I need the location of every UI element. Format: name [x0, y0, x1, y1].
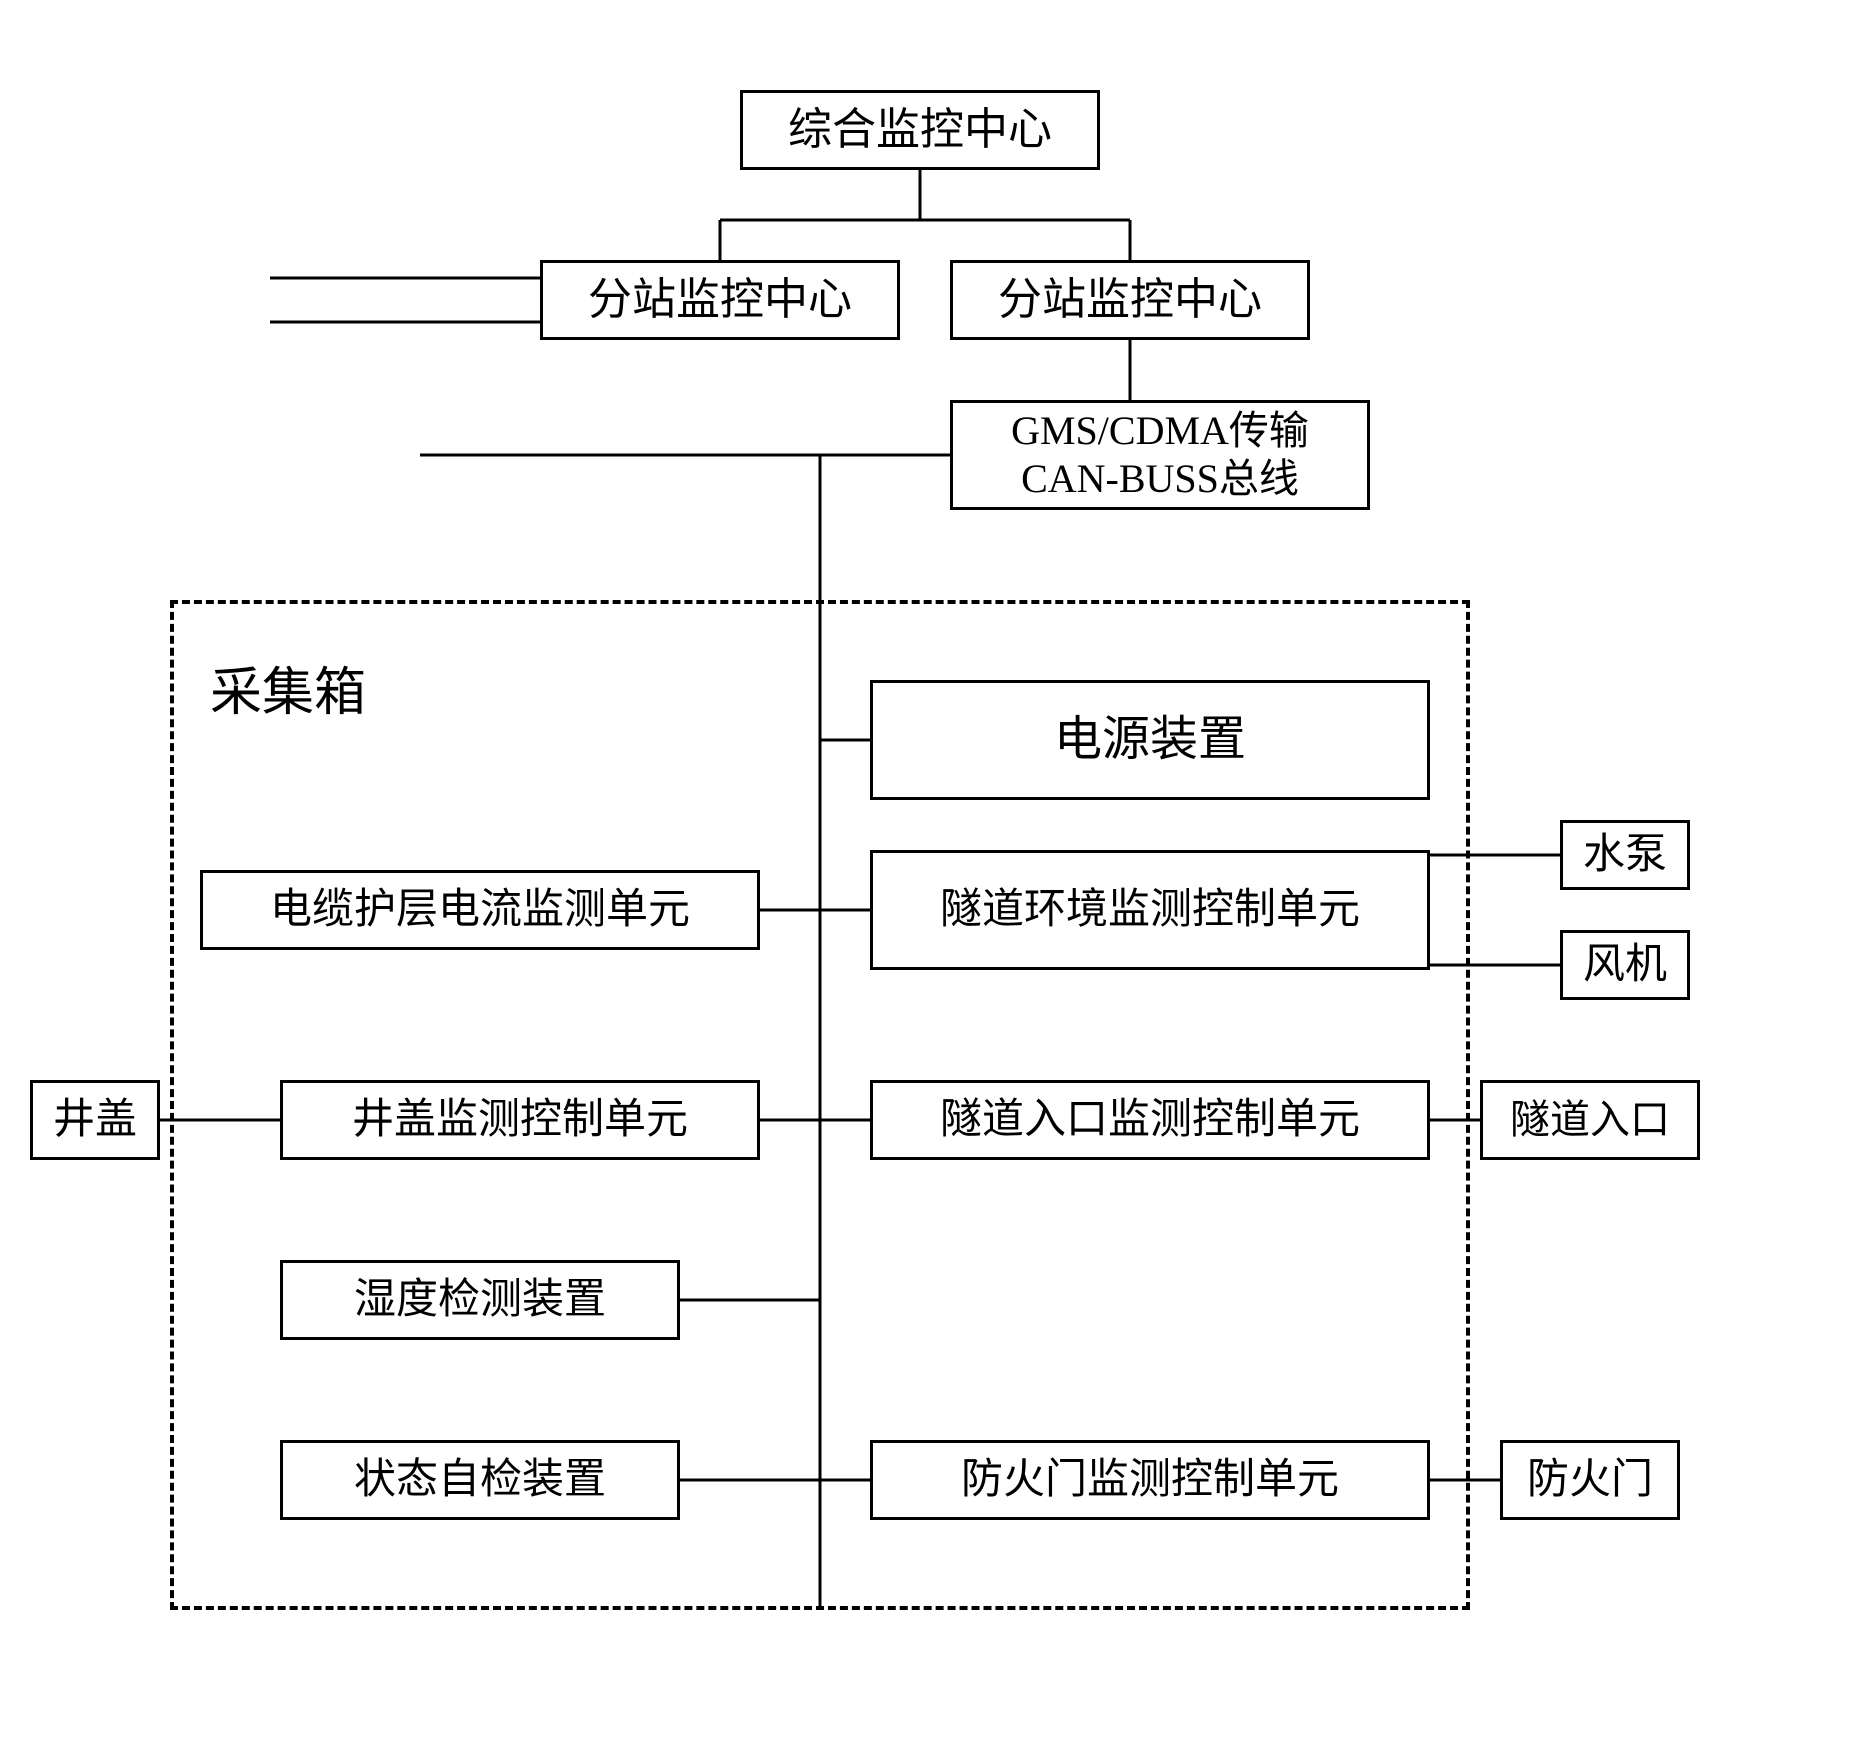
collection-box-label: 采集箱	[210, 650, 366, 725]
node-cable: 电缆护层电流监测单元	[200, 870, 760, 950]
node-firedoor_ctrl: 防火门监测控制单元	[870, 1440, 1430, 1520]
node-humidity: 湿度检测装置	[280, 1260, 680, 1340]
node-substation_r: 分站监控中心	[950, 260, 1310, 340]
diagram-canvas: 采集箱 综合监控中心分站监控中心分站监控中心 GMS/CDMA传输 CAN-BUSS…	[0, 0, 1860, 1745]
node-manhole: 井盖	[30, 1080, 160, 1160]
node-selfcheck: 状态自检装置	[280, 1440, 680, 1520]
node-manhole_ctrl: 井盖监测控制单元	[280, 1080, 760, 1160]
node-entry: 隧道入口	[1480, 1080, 1700, 1160]
node-transport: GMS/CDMA传输 CAN-BUSS总线	[950, 400, 1370, 510]
node-power: 电源装置	[870, 680, 1430, 800]
node-tunnel_env: 隧道环境监测控制单元	[870, 850, 1430, 970]
node-fan: 风机	[1560, 930, 1690, 1000]
node-firedoor: 防火门	[1500, 1440, 1680, 1520]
node-substation_l: 分站监控中心	[540, 260, 900, 340]
node-tunnel_entry: 隧道入口监测控制单元	[870, 1080, 1430, 1160]
node-center: 综合监控中心	[740, 90, 1100, 170]
node-pump: 水泵	[1560, 820, 1690, 890]
